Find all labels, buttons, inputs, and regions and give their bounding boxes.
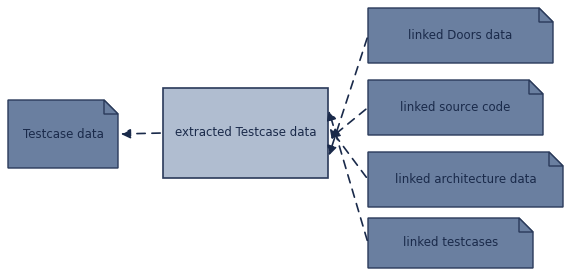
Bar bbox=[163, 88, 328, 178]
Polygon shape bbox=[368, 218, 533, 268]
Polygon shape bbox=[529, 80, 543, 94]
Text: linked testcases: linked testcases bbox=[403, 236, 498, 249]
Polygon shape bbox=[549, 152, 563, 166]
Polygon shape bbox=[519, 218, 533, 232]
Polygon shape bbox=[8, 100, 118, 168]
Polygon shape bbox=[368, 152, 563, 207]
Text: extracted Testcase data: extracted Testcase data bbox=[175, 126, 316, 139]
Text: linked source code: linked source code bbox=[400, 101, 510, 114]
Text: linked Doors data: linked Doors data bbox=[408, 29, 513, 42]
Polygon shape bbox=[539, 8, 553, 22]
Polygon shape bbox=[368, 80, 543, 135]
Polygon shape bbox=[104, 100, 118, 114]
Text: Testcase data: Testcase data bbox=[23, 128, 103, 141]
Text: linked architecture data: linked architecture data bbox=[395, 173, 536, 186]
Polygon shape bbox=[368, 8, 553, 63]
